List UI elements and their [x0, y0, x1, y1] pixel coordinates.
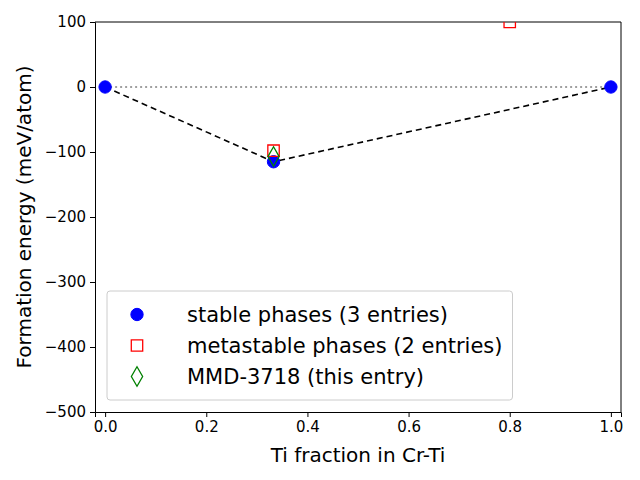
tick: −500	[45, 403, 95, 421]
tick-label: 0.4	[296, 418, 320, 436]
tick: 0.2	[195, 412, 219, 436]
legend-marker	[131, 340, 142, 351]
x-axis-title: Ti fraction in Cr-Ti	[270, 443, 446, 467]
tick: −300	[45, 273, 95, 291]
legend-marker	[131, 367, 142, 387]
legend-box	[107, 291, 512, 400]
tick-label: −300	[45, 273, 86, 291]
x-axis: 0.0 0.2 0.4 0.6 0.8 1.0	[94, 412, 624, 436]
frame	[95, 22, 621, 23]
hull-line	[105, 87, 611, 162]
tick-mark	[90, 87, 95, 88]
series	[99, 81, 617, 168]
plot-area: 0.0 0.2 0.4 0.6 0.8 1.0 −500 −400 −300 −200 −100 0 1…	[45, 13, 624, 435]
tick-label: 0	[76, 78, 86, 96]
tick-mark	[90, 412, 95, 413]
series	[268, 22, 516, 156]
axis-line	[96, 413, 622, 418]
tick-label: 100	[57, 13, 86, 31]
chart: 0.0 0.2 0.4 0.6 0.8 1.0 −500 −400 −300 −200 −100 0 1…	[0, 0, 640, 480]
legend-label: metastable phases (2 entries)	[187, 334, 502, 358]
zero-line	[105, 86, 611, 88]
tick: 100	[57, 13, 95, 31]
frame	[621, 22, 622, 412]
tick-mark	[510, 412, 511, 417]
tick-mark	[409, 412, 410, 417]
legend-label: MMD-3718 (this entry)	[187, 365, 424, 389]
tick-mark	[90, 347, 95, 348]
tick: −100	[45, 143, 95, 161]
legend-label: stable phases (3 entries)	[187, 303, 448, 327]
axis-line	[90, 23, 96, 413]
tick: 0.6	[397, 412, 421, 436]
data-layer	[99, 22, 617, 168]
tick-label: −100	[45, 143, 86, 161]
y-axis: −500 −400 −300 −200 −100 0 100	[45, 13, 96, 421]
tick: −200	[45, 208, 95, 226]
tick-mark	[206, 412, 207, 417]
tick: 0.0	[94, 412, 118, 436]
tick: −400	[45, 338, 95, 356]
tick-mark	[90, 152, 95, 153]
tick: 0.4	[296, 412, 320, 436]
legend-marker	[131, 308, 143, 320]
tick-label: −200	[45, 208, 86, 226]
point	[268, 147, 279, 167]
point	[504, 22, 515, 28]
y-axis-title: Formation energy (meV/atom)	[12, 66, 36, 369]
point	[99, 81, 111, 93]
tick-label: −500	[45, 403, 86, 421]
point	[605, 81, 617, 93]
tick-mark	[105, 412, 106, 417]
tick: 1.0	[599, 412, 623, 436]
tick-label: 1.0	[599, 418, 623, 436]
tick-mark	[611, 412, 612, 417]
tick: 0	[76, 78, 95, 96]
tick: 0.8	[498, 412, 522, 436]
tick-label: 0.2	[195, 418, 219, 436]
tick-mark	[90, 22, 95, 23]
tick-label: 0.8	[498, 418, 522, 436]
tick-mark	[90, 217, 95, 218]
legend: stable phases (3 entries) metastable phas…	[107, 291, 512, 400]
series	[268, 147, 279, 167]
tick-label: 0.0	[94, 418, 118, 436]
tick-label: 0.6	[397, 418, 421, 436]
tick-mark	[307, 412, 308, 417]
tick-label: −400	[45, 338, 86, 356]
tick-mark	[90, 282, 95, 283]
